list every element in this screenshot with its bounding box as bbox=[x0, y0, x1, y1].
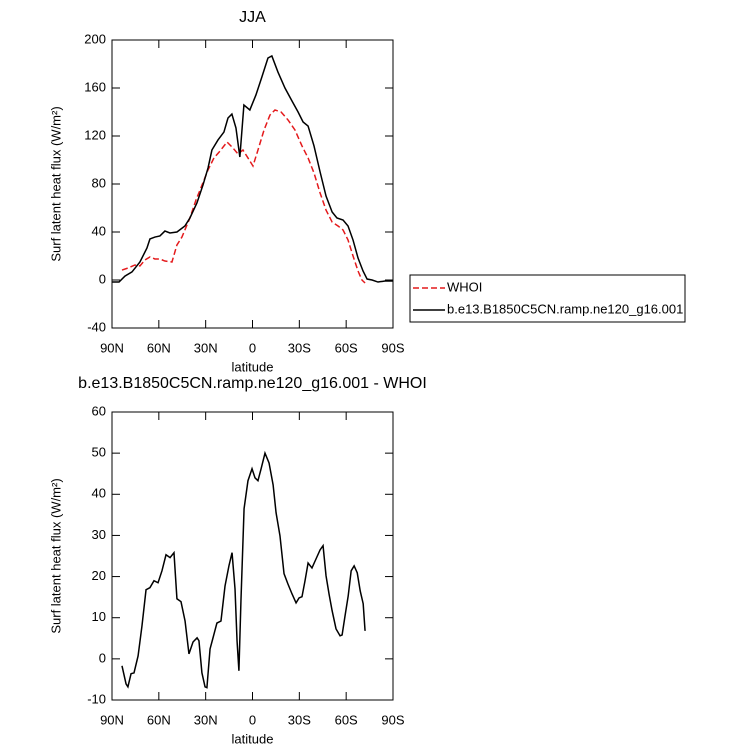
x-tick-label: 0 bbox=[249, 340, 256, 355]
data-line bbox=[121, 450, 366, 689]
chart-title: JJA bbox=[239, 9, 266, 26]
x-tick-label: 90N bbox=[100, 712, 124, 727]
data-line bbox=[121, 109, 366, 284]
plot-frame bbox=[111, 411, 394, 701]
x-axis-label: latitude bbox=[232, 731, 274, 746]
y-axis-label: Surf latent heat flux (W/m²) bbox=[48, 106, 63, 261]
y-tick-label: 0 bbox=[99, 271, 106, 286]
y-tick-label: 40 bbox=[92, 223, 106, 238]
y-tick-label: 60 bbox=[92, 403, 106, 418]
x-tick-label: 30N bbox=[194, 712, 218, 727]
data-line bbox=[112, 54, 393, 283]
y-tick-label: 40 bbox=[92, 486, 106, 501]
x-tick-label: 0 bbox=[249, 712, 256, 727]
y-tick-label: 80 bbox=[92, 175, 106, 190]
x-tick-label: 30S bbox=[288, 340, 311, 355]
chart-title: b.e13.B1850C5CN.ramp.ne120_g16.001 - WHO… bbox=[78, 375, 427, 392]
x-tick-label: 60S bbox=[335, 340, 358, 355]
x-tick-label: 60N bbox=[147, 340, 171, 355]
y-tick-label: 120 bbox=[84, 127, 106, 142]
y-axis-label: Surf latent heat flux (W/m²) bbox=[48, 478, 63, 633]
x-axis-label: latitude bbox=[232, 359, 274, 374]
y-tick-label: 0 bbox=[99, 650, 106, 665]
x-tick-label: 90S bbox=[381, 712, 404, 727]
y-tick-label: 10 bbox=[92, 609, 106, 624]
y-tick-label: -40 bbox=[87, 319, 106, 334]
legend: WHOI b.e13.B1850C5CN.ramp.ne120_g16.001 bbox=[409, 274, 686, 323]
legend-box bbox=[409, 274, 686, 323]
x-tick-label: 60N bbox=[147, 712, 171, 727]
y-tick-label: -10 bbox=[87, 691, 106, 706]
legend-label: WHOI bbox=[447, 279, 482, 294]
y-tick-label: 20 bbox=[92, 568, 106, 583]
x-tick-label: 30S bbox=[288, 712, 311, 727]
legend-label: b.e13.B1850C5CN.ramp.ne120_g16.001 bbox=[447, 301, 683, 316]
x-tick-label: 90N bbox=[100, 340, 124, 355]
x-tick-label: 30N bbox=[194, 340, 218, 355]
y-tick-label: 200 bbox=[84, 31, 106, 46]
y-tick-label: 160 bbox=[84, 79, 106, 94]
y-tick-label: 30 bbox=[92, 527, 106, 542]
x-tick-label: 60S bbox=[335, 712, 358, 727]
x-tick-label: 90S bbox=[381, 340, 404, 355]
y-tick-label: 50 bbox=[92, 445, 106, 460]
plot-frame bbox=[111, 39, 394, 329]
